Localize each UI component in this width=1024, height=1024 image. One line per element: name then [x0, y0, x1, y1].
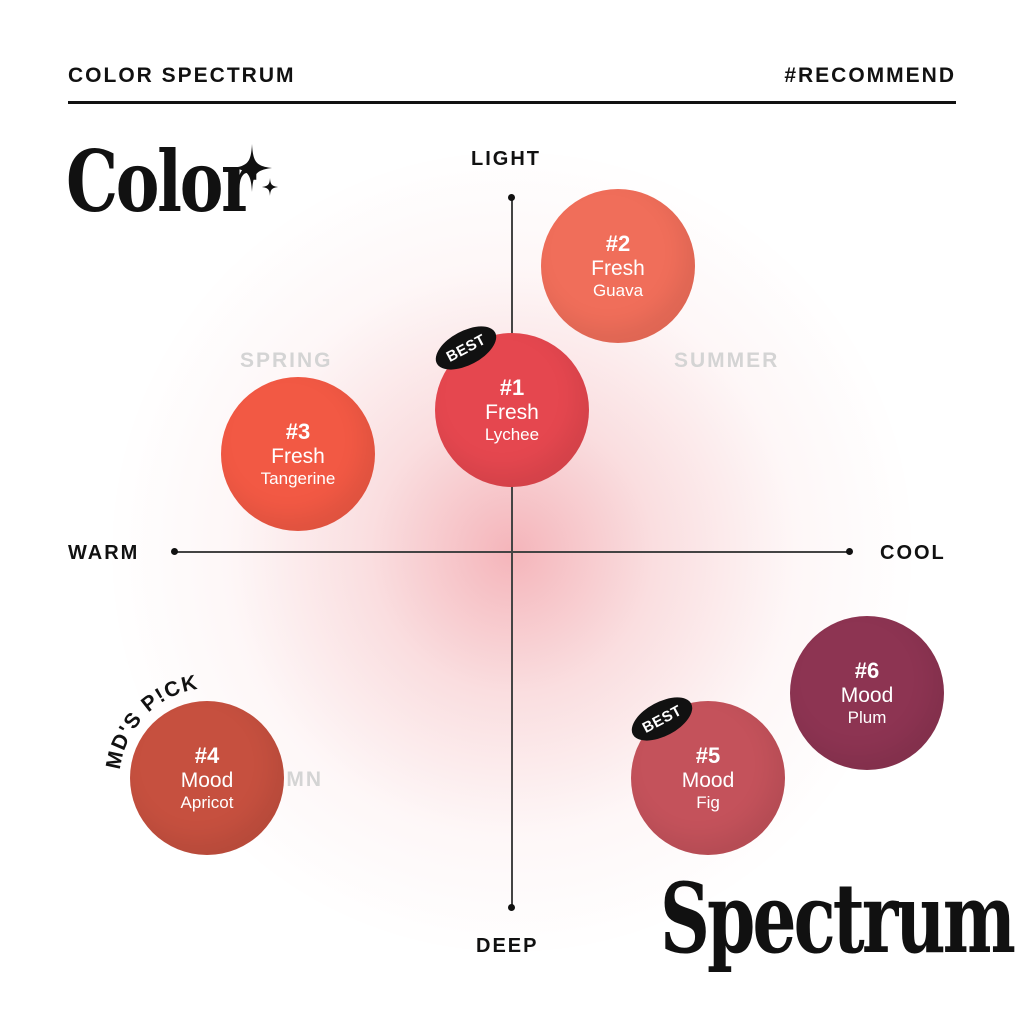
- swatch-number: #3: [285, 419, 311, 444]
- horizontal-axis: [175, 551, 850, 553]
- swatch-line: Fresh: [591, 257, 645, 280]
- swatch-name: Guava: [592, 281, 644, 300]
- brand-title-color: Color: [66, 132, 256, 231]
- swatch-name: Tangerine: [260, 469, 336, 488]
- axis-label-light: LIGHT: [471, 148, 541, 170]
- axis-label-deep: DEEP: [476, 935, 539, 957]
- mds-pick-text: MD'S P!CK: [102, 671, 199, 771]
- swatch-name: Lychee: [484, 425, 540, 444]
- swatch-line: Mood: [681, 769, 735, 792]
- swatch-1-lychee[interactable]: #1 Fresh Lychee: [435, 333, 589, 487]
- season-spring: SPRING: [240, 349, 333, 372]
- swatch-name: Plum: [847, 708, 887, 727]
- swatch-name: Fig: [696, 793, 720, 812]
- axis-label-warm: WARM: [68, 542, 140, 564]
- swatch-number: #4: [194, 743, 220, 768]
- swatch-number: #5: [695, 743, 721, 768]
- brand-title-spectrum: Spectrum: [660, 862, 1016, 975]
- axis-end-dot: [171, 548, 178, 555]
- swatch-number: #6: [854, 658, 880, 683]
- mds-pick-badge: MD'S P!CK: [102, 671, 201, 771]
- swatch-2-guava[interactable]: #2 Fresh Guava: [541, 189, 695, 343]
- header-tag: #RECOMMEND: [784, 64, 956, 87]
- swatch-line: Mood: [840, 684, 894, 707]
- header-title: COLOR SPECTRUM: [68, 64, 296, 87]
- axis-end-dot: [508, 194, 515, 201]
- sparkle-icon: [232, 144, 278, 196]
- season-summer: SUMMER: [674, 349, 780, 372]
- swatch-4-apricot[interactable]: #4 Mood Apricot: [130, 701, 284, 855]
- axis-end-dot: [508, 904, 515, 911]
- swatch-line: Fresh: [271, 445, 325, 468]
- swatch-number: #1: [499, 375, 525, 400]
- header-divider: [68, 101, 956, 104]
- swatch-number: #2: [605, 231, 631, 256]
- swatch-line: Fresh: [485, 401, 539, 424]
- svg-text:MD'S P!CK: MD'S P!CK: [102, 671, 201, 771]
- axis-label-cool: COOL: [880, 542, 946, 564]
- swatch-name: Apricot: [180, 793, 234, 812]
- swatch-6-plum[interactable]: #6 Mood Plum: [790, 616, 944, 770]
- vertical-axis: [511, 197, 513, 908]
- swatch-3-tangerine[interactable]: #3 Fresh Tangerine: [221, 377, 375, 531]
- swatch-line: Mood: [180, 769, 234, 792]
- axis-end-dot: [846, 548, 853, 555]
